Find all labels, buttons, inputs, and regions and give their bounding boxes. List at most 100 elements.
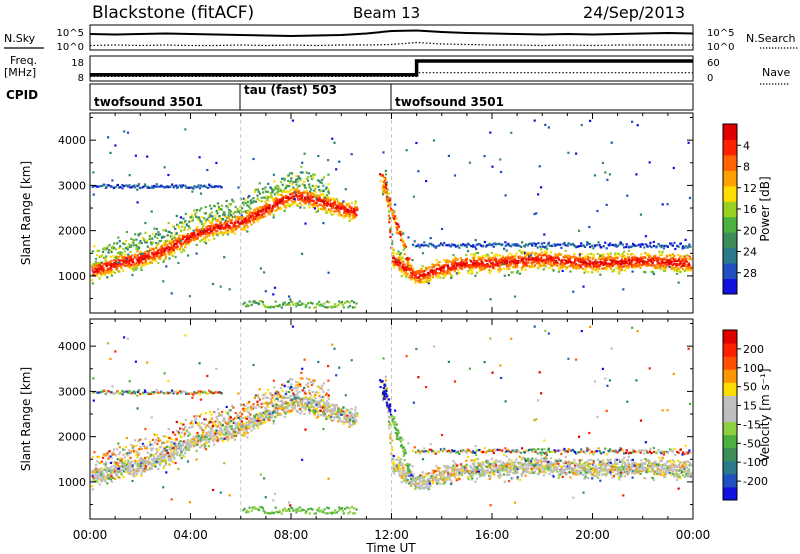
scatter-point: [141, 254, 144, 257]
scatter-point: [144, 390, 147, 393]
scatter-point: [257, 217, 260, 220]
scatter-point: [253, 190, 256, 193]
scatter-point: [344, 188, 347, 191]
scatter-point: [528, 265, 531, 268]
scatter-point: [109, 455, 112, 458]
scatter-point: [166, 451, 169, 455]
scatter-point: [317, 154, 320, 158]
scatter-point: [573, 252, 576, 256]
scatter-point: [422, 281, 425, 284]
scatter-point: [329, 305, 332, 308]
scatter-point: [420, 271, 423, 274]
scatter-point: [232, 434, 235, 437]
scatter-point: [116, 474, 119, 477]
station-title: Blackstone (fitACF): [92, 3, 254, 23]
scatter-point: [157, 448, 160, 451]
scatter-point: [310, 175, 313, 178]
scatter-point: [478, 262, 481, 265]
scatter-point: [625, 262, 628, 265]
scatter-point: [533, 253, 536, 256]
beam-title: Beam 13: [353, 4, 420, 22]
scatter-point: [299, 178, 302, 182]
scatter-point: [200, 437, 203, 440]
scatter-point: [99, 461, 102, 464]
scatter-point: [183, 455, 186, 458]
scatter-point: [169, 441, 172, 444]
scatter-point: [265, 195, 268, 198]
scatter-point: [116, 389, 119, 393]
scatter-point: [461, 259, 464, 262]
scatter-point: [514, 243, 517, 246]
scatter-point: [193, 391, 196, 394]
scatter-point: [117, 461, 120, 465]
scatter-point: [285, 303, 288, 306]
scatter-point: [396, 252, 399, 256]
scatter-point: [138, 462, 141, 465]
scatter-point: [121, 187, 124, 190]
scatter-point: [489, 131, 492, 134]
scatter-point: [151, 458, 154, 461]
scatter-point: [547, 126, 550, 129]
scatter-point: [216, 220, 219, 223]
scatter-point: [192, 229, 195, 232]
scatter-point: [239, 224, 242, 227]
scatter-point: [517, 244, 520, 247]
scatter-point: [136, 201, 139, 204]
scatter-point: [247, 218, 250, 222]
scatter-point: [220, 414, 223, 417]
scatter-point: [212, 434, 215, 437]
scatter-point: [599, 258, 602, 261]
scatter-point: [255, 212, 258, 215]
scatter-point: [471, 268, 475, 271]
scatter-point: [403, 253, 406, 256]
scatter-point: [653, 266, 656, 270]
scatter-point: [393, 210, 396, 213]
scatter-point: [548, 258, 551, 261]
scatter-point: [516, 271, 519, 274]
scatter-point: [182, 238, 185, 241]
scatter-point: [259, 267, 262, 270]
scatter-point: [658, 244, 661, 247]
scatter-point: [204, 418, 207, 421]
scatter-point: [640, 256, 643, 259]
scatter-point: [139, 232, 142, 235]
scatter-point: [200, 444, 204, 448]
scatter-point: [271, 209, 274, 212]
scatter-point: [595, 258, 598, 261]
scatter-point: [171, 431, 175, 434]
scatter-point: [265, 203, 268, 206]
scatter-point: [146, 451, 149, 454]
scatter-point: [428, 280, 431, 283]
scatter-point: [434, 246, 437, 249]
scatter-point: [415, 141, 418, 145]
scatter-point: [194, 440, 197, 443]
scatter-point: [219, 423, 222, 426]
scatter-point: [627, 262, 630, 265]
scatter-point: [669, 242, 672, 245]
scatter-point: [290, 177, 293, 180]
scatter-point: [159, 455, 162, 458]
scatter-point: [408, 263, 411, 266]
scatter-point: [609, 255, 612, 258]
scatter-point: [125, 184, 128, 187]
scatter-point: [150, 449, 153, 452]
scatter-point: [645, 253, 648, 256]
scatter-point: [428, 266, 431, 269]
scatter-point: [120, 460, 123, 463]
scatter-point: [227, 216, 230, 219]
scatter-point: [175, 246, 178, 249]
scatter-point: [136, 460, 139, 463]
scatter-point: [458, 263, 461, 266]
scatter-point: [152, 464, 155, 467]
scatter-point: [596, 252, 599, 256]
scatter-point: [443, 264, 446, 267]
scatter-point: [625, 245, 628, 249]
scatter-point: [153, 460, 156, 463]
scatter-point: [610, 141, 613, 144]
scatter-point: [584, 270, 587, 273]
scatter-point: [233, 232, 237, 235]
scatter-point: [392, 264, 395, 267]
scatter-point: [111, 453, 114, 456]
scatter-point: [127, 185, 130, 188]
scatter-point: [550, 251, 553, 254]
